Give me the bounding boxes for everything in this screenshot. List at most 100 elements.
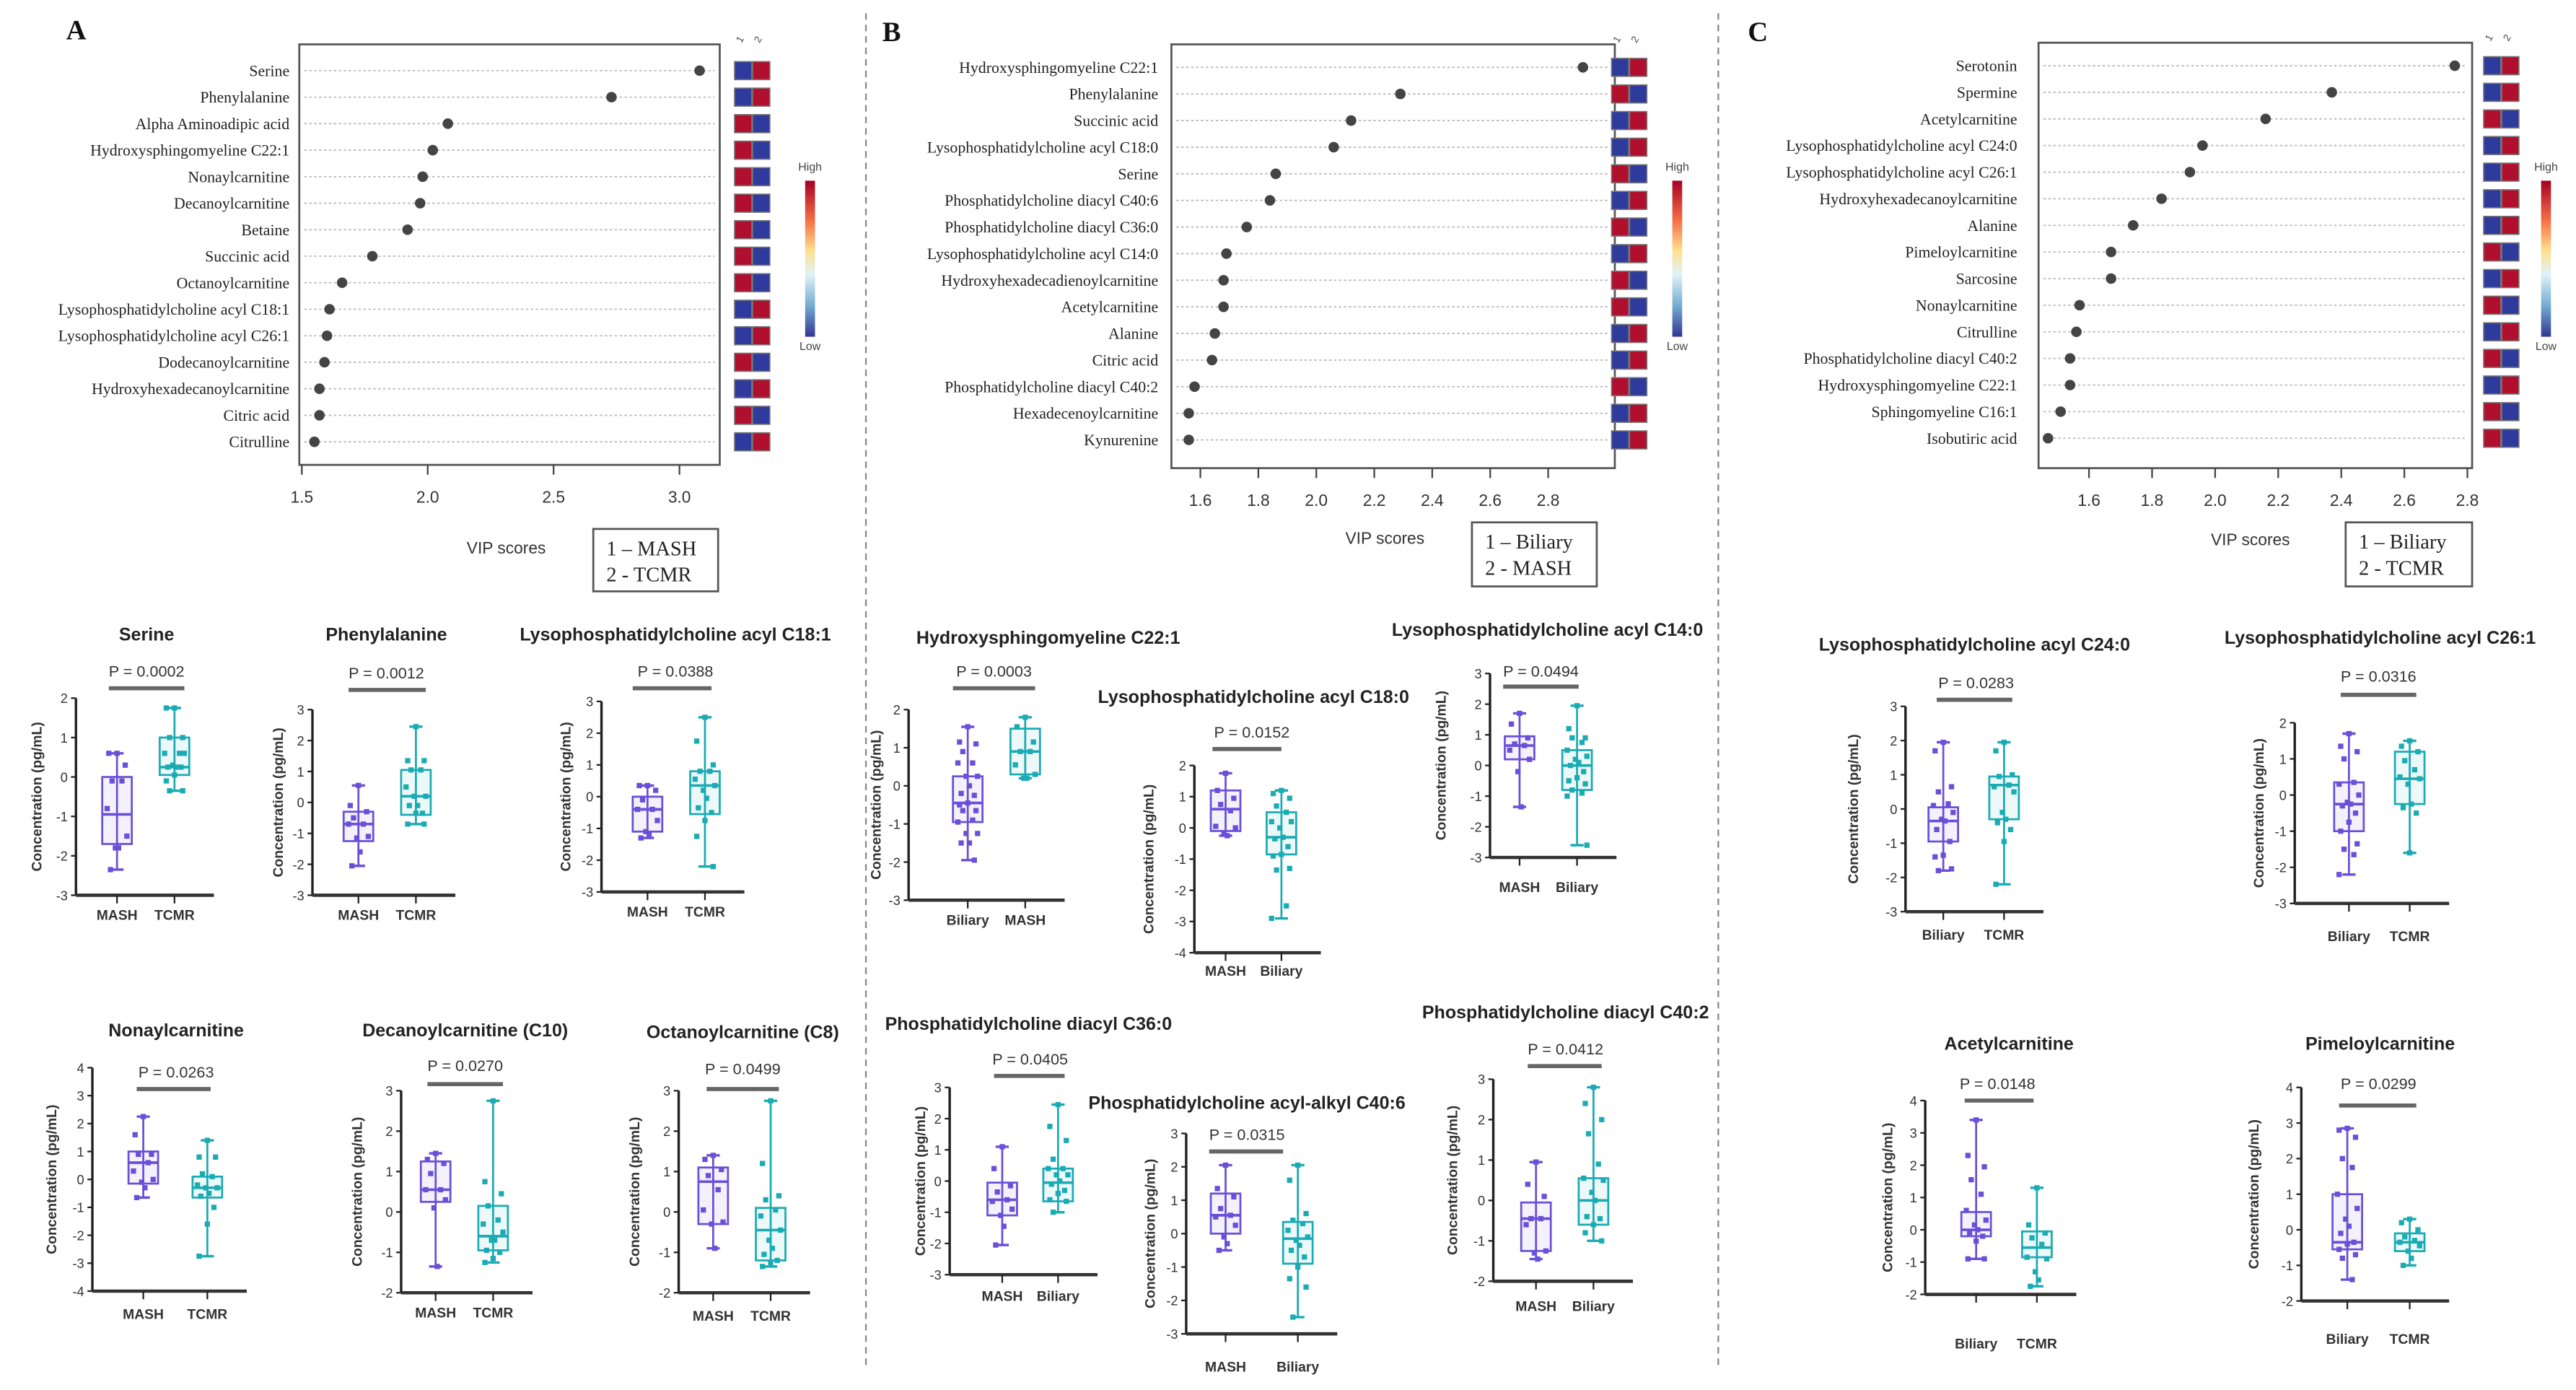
feature-label: Citric acid: [1092, 351, 1159, 369]
data-point: [693, 834, 700, 839]
y-tick-label: -3: [1470, 851, 1481, 865]
boxplot: -4 -3 -2 -1 0 1 2 Concentration (pg/mL) MASH Bili…: [1098, 687, 1409, 979]
legend-entry: 1 – MASH: [606, 538, 696, 560]
data-point: [2336, 1127, 2342, 1133]
data-point: [2402, 1234, 2408, 1240]
box: [477, 1205, 509, 1251]
heat-cell: [1611, 110, 1630, 131]
data-point: [1582, 781, 1588, 787]
data-point: [346, 821, 351, 827]
data-point: [131, 1168, 136, 1174]
data-point: [1214, 1186, 1220, 1192]
data-point: [406, 803, 412, 808]
boxplot-title: Nonaylcarnitine: [108, 1020, 244, 1041]
data-point: [496, 1249, 503, 1255]
feature-label: Lysophosphatidylcholine acyl C26:1: [1786, 164, 2017, 181]
y-tick-label: -4: [72, 1285, 84, 1299]
y-tick-label: 4: [77, 1061, 84, 1075]
heat-cell: [2483, 56, 2502, 76]
data-point: [1589, 1189, 1595, 1195]
data-point: [483, 1247, 489, 1254]
data-point: [172, 772, 178, 778]
heat-cell: [752, 140, 771, 160]
vip-point: [324, 304, 335, 315]
data-point: [1222, 1162, 1229, 1168]
heat-cell: [752, 273, 771, 293]
data-point: [2398, 1220, 2404, 1225]
heat-cell: [734, 114, 753, 134]
data-point: [364, 809, 369, 815]
category-label: TCMR: [750, 1308, 791, 1324]
data-point: [1996, 774, 2002, 779]
category-label: MASH: [1205, 963, 1246, 979]
data-point: [203, 1185, 209, 1191]
y-tick-label: 1: [1179, 790, 1186, 805]
data-point: [720, 1219, 726, 1225]
legend-entry: 2 - TCMR: [2359, 558, 2444, 580]
heat-cell: [2501, 428, 2520, 448]
y-axis-label: Concentration (pg/mL): [913, 1106, 929, 1256]
data-point: [1935, 789, 1941, 795]
category-label: MASH: [338, 908, 379, 924]
y-tick-label: -3: [1166, 1327, 1178, 1342]
y-tick-label: -1: [2282, 1259, 2293, 1273]
y-tick-label: 1: [385, 1165, 393, 1179]
data-point: [960, 748, 965, 754]
category-label: Biliary: [1955, 1337, 1997, 1352]
heat-cell: [734, 300, 753, 319]
data-point: [2354, 1205, 2360, 1212]
heat-cell: [2501, 162, 2520, 182]
data-point: [1525, 735, 1530, 741]
data-point: [1221, 831, 1227, 837]
heat-cell: [1611, 191, 1630, 210]
data-point: [1065, 1172, 1071, 1178]
data-point: [1272, 836, 1278, 842]
category-label: TCMR: [473, 1305, 513, 1321]
y-tick-label: -3: [582, 886, 593, 900]
data-point: [1965, 1256, 1971, 1262]
heat-cell: [734, 140, 753, 160]
category-label: TCMR: [2390, 929, 2430, 945]
vip-point: [1189, 381, 1200, 393]
boxplot-title: Acetylcarnitine: [1945, 1033, 2074, 1054]
data-point: [2034, 1185, 2040, 1191]
data-point: [2417, 776, 2422, 782]
data-point: [2356, 792, 2362, 798]
feature-label: Octanoylcarnitine: [177, 274, 289, 292]
data-point: [437, 1186, 444, 1193]
y-tick-label: 1: [297, 765, 305, 779]
data-point: [150, 1176, 156, 1182]
heat-cell: [752, 114, 771, 134]
p-value: P = 0.0316: [2341, 668, 2417, 686]
feature-label: Phenylalanine: [1069, 86, 1158, 103]
data-point: [489, 1237, 494, 1243]
data-point: [482, 1179, 488, 1184]
data-point: [204, 1221, 210, 1227]
heat-cell: [2483, 322, 2502, 342]
data-point: [1581, 769, 1587, 774]
colorbar: [1672, 180, 1683, 337]
data-point: [490, 1098, 496, 1103]
y-axis-label: Concentration (pg/mL): [1143, 1159, 1159, 1308]
heat-cell: [2501, 295, 2520, 315]
p-value: P = 0.0283: [1938, 674, 2014, 692]
heat-cell: [2501, 109, 2520, 129]
heat-cell: [1629, 270, 1648, 290]
feature-label: Acetylcarnitine: [1061, 299, 1159, 316]
data-point: [2344, 1241, 2350, 1247]
data-point: [966, 840, 973, 846]
p-value: P = 0.0494: [1503, 663, 1579, 681]
data-point: [2010, 772, 2015, 778]
y-axis-label: Concentration (pg/mL): [44, 1105, 60, 1254]
data-point: [994, 1189, 1000, 1195]
heat-cell: [2483, 428, 2502, 448]
data-point: [1579, 740, 1585, 746]
data-point: [365, 834, 372, 839]
box: [2021, 1230, 2053, 1259]
heat-cell: [2483, 268, 2502, 289]
vip-point: [2074, 300, 2085, 311]
boxplot-title: Lysophosphatidylcholine acyl C18:1: [520, 625, 831, 645]
y-tick-label: 0: [1170, 1227, 1178, 1241]
y-tick-label: 2: [77, 1117, 84, 1132]
boxplot: -2 -1 0 1 2 3 Concentration (pg/mL) MASH TCMR Oct…: [627, 1022, 839, 1324]
